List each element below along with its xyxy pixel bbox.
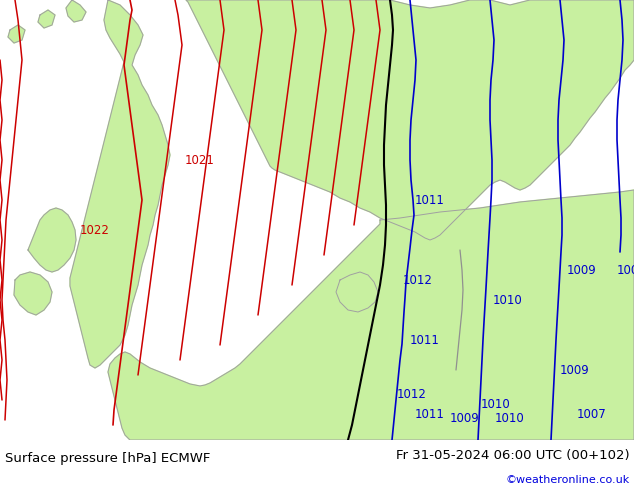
Polygon shape <box>336 272 378 312</box>
Polygon shape <box>108 190 634 440</box>
Polygon shape <box>28 208 76 272</box>
Text: 1022: 1022 <box>80 223 110 237</box>
Polygon shape <box>66 0 86 22</box>
Polygon shape <box>38 10 55 28</box>
Text: 1011: 1011 <box>415 409 445 421</box>
Text: Surface pressure [hPa] ECMWF: Surface pressure [hPa] ECMWF <box>5 451 210 465</box>
Polygon shape <box>186 0 634 240</box>
Text: 1012: 1012 <box>397 389 427 401</box>
Polygon shape <box>14 272 52 315</box>
Text: 1011: 1011 <box>415 194 445 206</box>
Text: 100: 100 <box>617 264 634 276</box>
Text: 1009: 1009 <box>450 412 480 424</box>
Polygon shape <box>8 25 25 43</box>
Text: 1010: 1010 <box>481 398 511 412</box>
Text: 1021: 1021 <box>185 153 215 167</box>
Text: 1007: 1007 <box>577 409 607 421</box>
Text: 1010: 1010 <box>495 412 525 424</box>
Text: Fr 31-05-2024 06:00 UTC (00+102): Fr 31-05-2024 06:00 UTC (00+102) <box>396 448 630 462</box>
Text: 1010: 1010 <box>493 294 523 307</box>
Polygon shape <box>70 0 170 368</box>
Text: 1009: 1009 <box>560 364 590 376</box>
Text: 1012: 1012 <box>403 273 433 287</box>
Text: ©weatheronline.co.uk: ©weatheronline.co.uk <box>506 475 630 485</box>
Text: 1011: 1011 <box>410 334 440 346</box>
Text: 1009: 1009 <box>567 264 597 276</box>
